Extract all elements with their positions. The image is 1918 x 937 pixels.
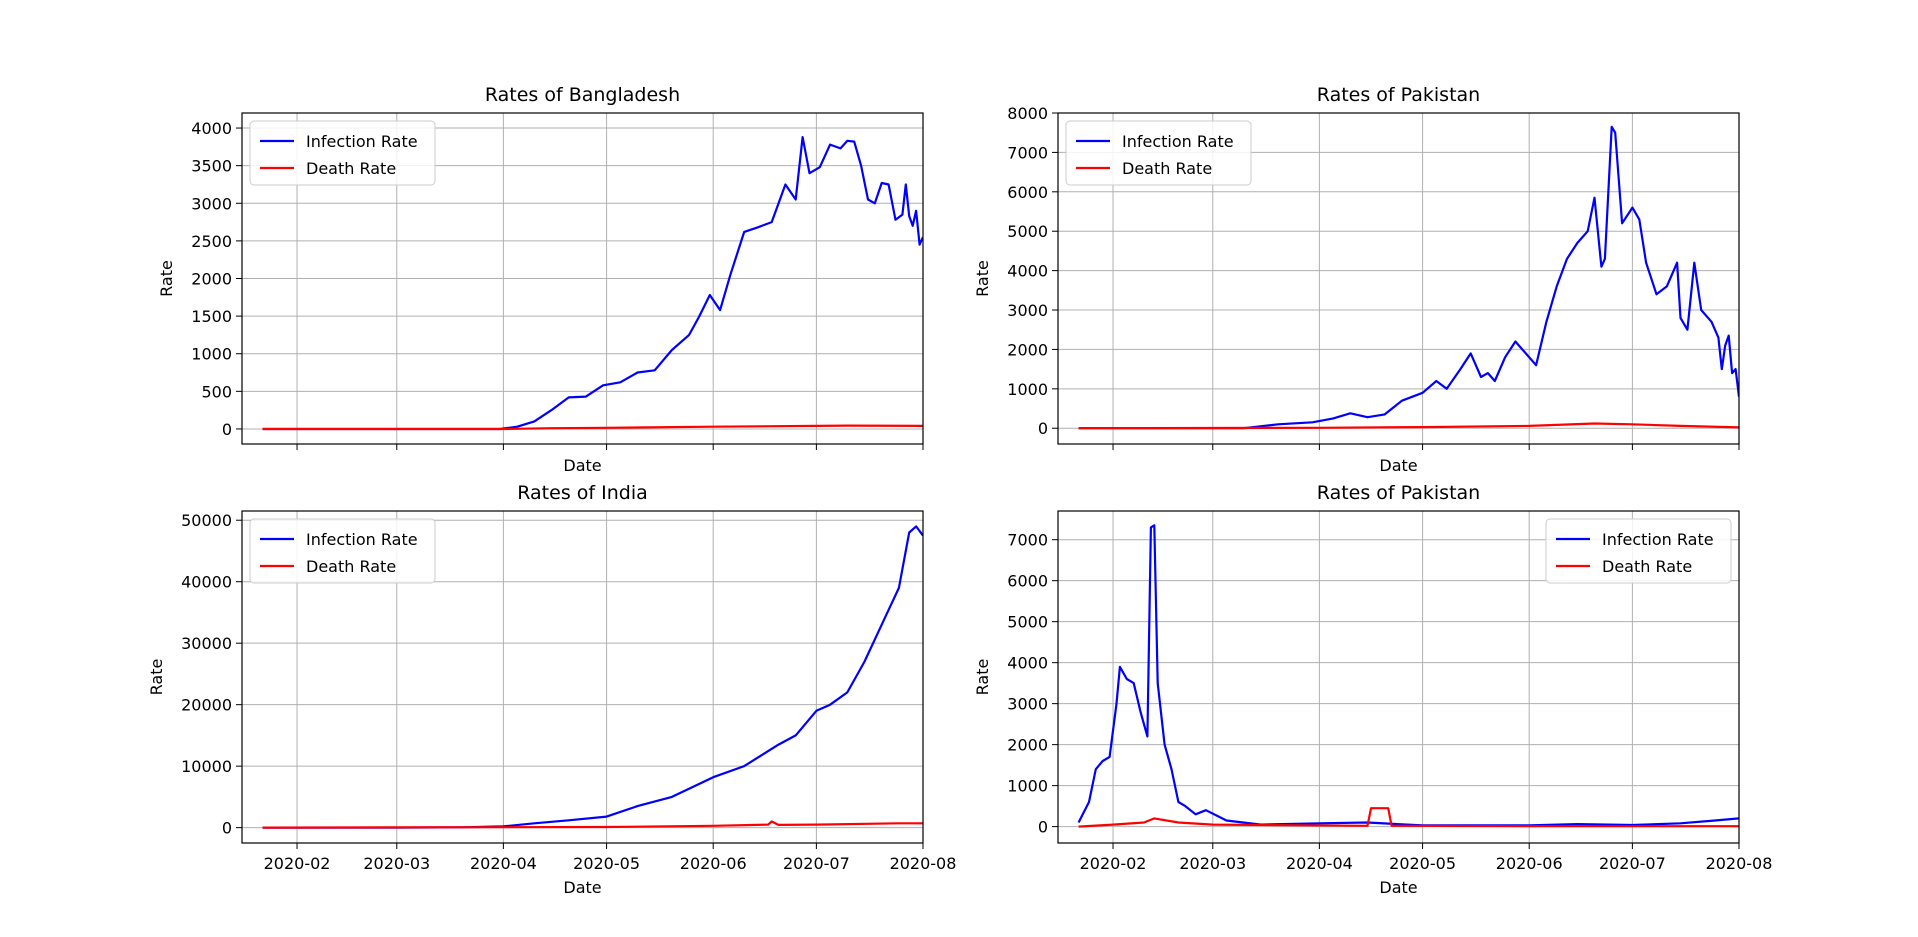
legend: Infection Rate Death Rate [249, 518, 436, 584]
y-axis-label: Rate [973, 260, 992, 297]
x-tick-label: 2020-06 [680, 854, 747, 873]
y-tick-label: 7000 [1007, 531, 1048, 550]
y-tick-label: 40000 [181, 573, 232, 592]
y-tick-label: 5000 [1007, 613, 1048, 632]
x-axis-label: Date [563, 878, 601, 897]
chart-panel-3: 2020-02 2020-03 2020-04 2020-05 2020-06 2020-… [973, 482, 1772, 897]
legend: Infection Rate Death Rate [249, 120, 436, 186]
y-tick-label: 500 [201, 382, 232, 401]
y-tick-label: 30000 [181, 634, 232, 653]
legend-label: Death Rate [306, 159, 396, 178]
x-tick-label: 2020-05 [1389, 854, 1456, 873]
y-tick-label: 1500 [191, 307, 232, 326]
y-tick-label: 0 [1038, 419, 1048, 438]
series-line-infection [262, 525, 923, 829]
y-tick-label: 3000 [1007, 301, 1048, 320]
y-tick-label: 2000 [1007, 340, 1048, 359]
x-tick-label: 2020-03 [1179, 854, 1246, 873]
x-tick-label: 2020-08 [1706, 854, 1773, 873]
y-tick-label: 3000 [1007, 695, 1048, 714]
y-tick-label: 0 [222, 420, 232, 439]
x-tick-label: 2020-04 [1286, 854, 1353, 873]
series-line-death [1078, 807, 1739, 828]
series-line-death [1078, 422, 1739, 430]
chart-title: Rates of Bangladesh [485, 84, 680, 106]
plot-frame [1057, 112, 1740, 445]
y-tick-label: 3000 [191, 194, 232, 213]
y-tick-label: 2000 [1007, 736, 1048, 755]
y-axis-label: Rate [157, 260, 176, 297]
legend-label: Infection Rate [306, 530, 418, 549]
y-tick-label: 10000 [181, 757, 232, 776]
y-tick-label: 1000 [191, 345, 232, 364]
series-line-infection [1078, 125, 1739, 430]
chart-panel-0: 0 500 1000 1500 2000 2500 3000 3500 4000 Rates of… [157, 84, 924, 475]
x-tick-label: 2020-08 [890, 854, 957, 873]
legend: Infection Rate Death Rate [1065, 120, 1252, 186]
legend-label: Infection Rate [306, 132, 418, 151]
y-tick-label: 6000 [1007, 183, 1048, 202]
legend-label: Death Rate [1602, 557, 1692, 576]
x-tick-label: 2020-04 [470, 854, 537, 873]
x-tick-label: 2020-07 [783, 854, 850, 873]
y-tick-label: 6000 [1007, 572, 1048, 591]
plot-frame [241, 112, 924, 445]
y-tick-label: 1000 [1007, 380, 1048, 399]
x-tick-label: 2020-06 [1496, 854, 1563, 873]
chart-title: Rates of India [517, 482, 648, 504]
y-tick-label: 2500 [191, 232, 232, 251]
y-tick-label: 8000 [1007, 104, 1048, 123]
x-tick-label: 2020-02 [1080, 854, 1147, 873]
y-axis-label: Rate [973, 659, 992, 696]
x-tick-label: 2020-02 [264, 854, 331, 873]
x-tick-label: 2020-07 [1599, 854, 1666, 873]
chart-title: Rates of Pakistan [1317, 482, 1480, 504]
y-tick-label: 0 [222, 819, 232, 838]
y-tick-label: 1000 [1007, 777, 1048, 796]
y-tick-label: 20000 [181, 696, 232, 715]
y-tick-label: 4000 [1007, 654, 1048, 673]
plot-frame [1057, 510, 1740, 844]
series-line-death [262, 424, 923, 431]
y-tick-label: 50000 [181, 511, 232, 530]
chart-panel-1: 0 1000 2000 3000 4000 5000 6000 7000 8000 Rates o… [973, 84, 1740, 475]
x-axis-label: Date [1379, 456, 1417, 475]
y-tick-label: 0 [1038, 818, 1048, 837]
x-axis-label: Date [563, 456, 601, 475]
x-tick-label: 2020-03 [363, 854, 430, 873]
y-tick-label: 5000 [1007, 222, 1048, 241]
legend: Infection Rate Death Rate [1545, 518, 1732, 584]
y-axis-label: Rate [147, 659, 166, 696]
plot-frame [241, 510, 924, 844]
y-tick-label: 4000 [1007, 262, 1048, 281]
y-tick-label: 3500 [191, 157, 232, 176]
y-tick-label: 2000 [191, 270, 232, 289]
x-tick-label: 2020-05 [573, 854, 640, 873]
legend-box [1065, 120, 1252, 186]
y-tick-label: 4000 [191, 119, 232, 138]
legend-box [1545, 518, 1732, 584]
legend-label: Infection Rate [1602, 530, 1714, 549]
legend-label: Death Rate [306, 557, 396, 576]
y-tick-label: 7000 [1007, 143, 1048, 162]
legend-box [249, 120, 436, 186]
chart-title: Rates of Pakistan [1317, 84, 1480, 106]
x-axis-label: Date [1379, 878, 1417, 897]
legend-label: Infection Rate [1122, 132, 1234, 151]
series-line-death [262, 820, 923, 829]
chart-panel-2: 2020-02 2020-03 2020-04 2020-05 2020-06 2020-… [147, 482, 956, 897]
series-line-infection [262, 136, 923, 431]
legend-label: Death Rate [1122, 159, 1212, 178]
legend-box [249, 518, 436, 584]
